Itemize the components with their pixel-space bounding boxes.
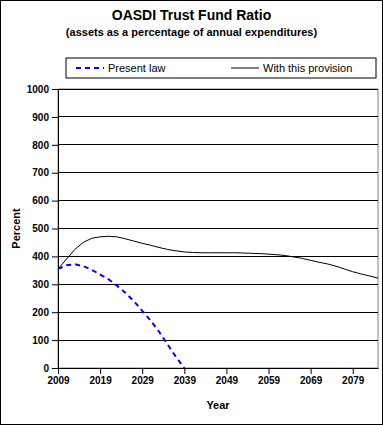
y-tick-mark	[52, 256, 58, 257]
y-tick-mark	[52, 173, 58, 174]
x-tick-label: 2019	[89, 375, 112, 386]
plot-area	[58, 236, 378, 368]
plot-frame	[58, 89, 378, 368]
x-tick-mark	[142, 368, 143, 374]
y-tick-mark	[52, 340, 58, 341]
y-tick-mark	[52, 284, 58, 285]
x-axis: 2009 2019 2029 2039 2049 2059 2069 2079	[47, 368, 378, 386]
x-tick: 2059	[258, 368, 281, 386]
x-tick-label: 2069	[300, 375, 323, 386]
x-tick-label: 2009	[47, 375, 70, 386]
y-tick-mark	[52, 312, 58, 313]
legend-label: With this provision	[263, 62, 352, 74]
y-tick-label: 500	[32, 223, 49, 234]
y-tick-label: 300	[32, 279, 49, 290]
y-tick-label: 900	[32, 112, 49, 123]
legend-label: Present law	[108, 62, 166, 74]
grid-line	[58, 228, 378, 229]
grid-line	[58, 89, 378, 90]
y-tick: 1000	[27, 84, 58, 95]
y-axis-line	[58, 90, 59, 369]
legend: Present law With this provision	[66, 58, 376, 78]
y-tick: 500	[32, 223, 58, 234]
y-tick-label: 1000	[27, 84, 50, 95]
x-tick-mark	[100, 368, 101, 374]
series-line	[58, 264, 184, 368]
x-tick-label: 2059	[258, 375, 281, 386]
x-tick: 2009	[47, 368, 70, 386]
x-tick-mark	[226, 368, 227, 374]
y-tick-label: 600	[32, 195, 49, 206]
grid-line	[58, 116, 378, 117]
y-tick: 100	[32, 335, 58, 346]
grid-line	[58, 312, 378, 313]
y-tick: 300	[32, 279, 58, 290]
x-tick: 2029	[132, 368, 155, 386]
chart-border	[1, 1, 383, 425]
y-tick: 400	[32, 251, 58, 262]
x-tick: 2069	[300, 368, 323, 386]
x-tick-mark	[311, 368, 312, 374]
grid-line	[58, 340, 378, 341]
x-tick: 2079	[342, 368, 365, 386]
y-tick-mark	[52, 229, 58, 230]
x-axis-title: Year	[206, 399, 230, 411]
y-tick-label: 200	[32, 307, 49, 318]
y-tick: 700	[32, 167, 58, 178]
y-tick-label: 100	[32, 335, 49, 346]
y-tick: 0	[43, 363, 58, 374]
y-tick: 900	[32, 112, 58, 123]
x-tick-label: 2079	[342, 375, 365, 386]
y-tick-label: 0	[43, 363, 49, 374]
legend-swatch	[231, 68, 259, 69]
x-tick-mark	[269, 368, 270, 374]
x-tick-label: 2039	[174, 375, 197, 386]
chart: OASDI Trust Fund Ratio (assets as a perce…	[0, 0, 383, 425]
y-tick-mark	[52, 368, 58, 369]
x-tick: 2049	[216, 368, 239, 386]
grid-line	[58, 368, 378, 369]
x-tick-label: 2029	[132, 375, 155, 386]
y-axis-title: Percent	[10, 208, 22, 249]
x-tick-mark	[58, 368, 59, 374]
y-tick-mark	[52, 201, 58, 202]
legend-box	[66, 58, 376, 78]
grid-line	[58, 144, 378, 145]
x-tick-label: 2049	[216, 375, 239, 386]
grid-line	[58, 284, 378, 285]
y-tick-label: 700	[32, 167, 49, 178]
x-tick: 2039	[174, 368, 197, 386]
legend-swatch	[76, 67, 104, 69]
y-tick-mark	[52, 145, 58, 146]
x-tick-mark	[353, 368, 354, 374]
grid	[58, 89, 378, 368]
grid-line	[58, 172, 378, 173]
grid-line	[58, 200, 378, 201]
title: OASDI Trust Fund Ratio	[112, 7, 271, 23]
subtitle: (assets as a percentage of annual expend…	[66, 26, 318, 38]
y-tick: 200	[32, 307, 58, 318]
series-line	[58, 236, 378, 278]
y-tick-label: 800	[32, 140, 49, 151]
x-axis-line	[59, 368, 379, 369]
y-tick-mark	[52, 89, 58, 90]
x-tick: 2019	[89, 368, 112, 386]
y-tick-label: 400	[32, 251, 49, 262]
x-tick-mark	[184, 368, 185, 374]
y-tick: 600	[32, 195, 58, 206]
grid-line	[58, 256, 378, 257]
y-tick-mark	[52, 117, 58, 118]
y-axis: 0 100 200 300 400 500 600 700 800 900 1000	[27, 84, 59, 374]
y-tick: 800	[32, 140, 58, 151]
